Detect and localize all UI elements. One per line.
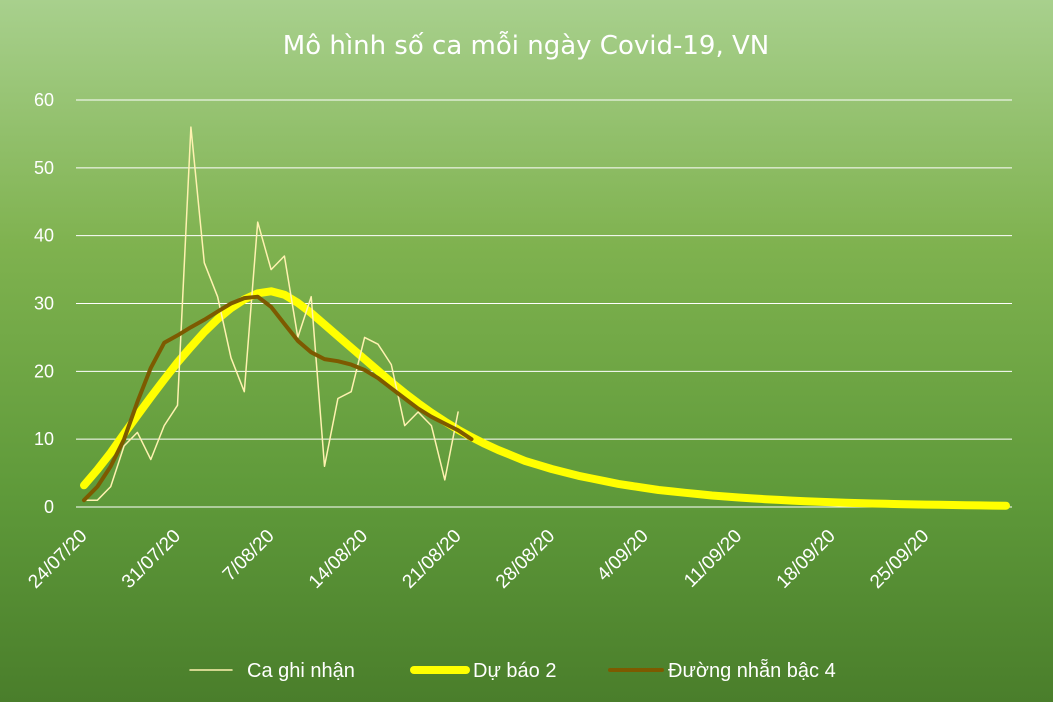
x-tick-label: 31/07/20 bbox=[118, 526, 185, 593]
y-tick-label: 30 bbox=[34, 294, 54, 314]
legend-label-2: Đường nhẵn bậc 4 bbox=[668, 659, 836, 682]
x-tick-label: 21/08/20 bbox=[399, 526, 466, 593]
x-tick-label: 4/09/20 bbox=[593, 526, 653, 586]
x-tick-label: 18/09/20 bbox=[773, 526, 840, 593]
series-line-2 bbox=[82, 294, 474, 503]
series-lines bbox=[80, 126, 1010, 510]
y-axis-ticks: 0 10 20 30 40 50 60 bbox=[34, 90, 54, 517]
legend: Ca ghi nhận Dự báo 2 Đường nhẵn bậc 4 bbox=[189, 659, 836, 682]
x-tick-label: 7/08/20 bbox=[219, 526, 279, 586]
x-axis-ticks: 24/07/20 31/07/20 7/08/20 14/08/20 21/08/20 2… bbox=[24, 526, 933, 593]
x-tick-label: 24/07/20 bbox=[24, 526, 91, 593]
y-tick-label: 60 bbox=[34, 90, 54, 110]
x-tick-label: 25/09/20 bbox=[866, 526, 933, 593]
legend-label-0: Ca ghi nhận bbox=[247, 660, 355, 682]
y-tick-label: 0 bbox=[44, 497, 54, 517]
y-tick-label: 10 bbox=[34, 429, 54, 449]
x-tick-label: 11/09/20 bbox=[680, 526, 746, 592]
chart-title: Mô hình số ca mỗi ngày Covid-19, VN bbox=[283, 30, 769, 61]
x-tick-label: 28/08/20 bbox=[492, 526, 559, 593]
series-line-1 bbox=[80, 287, 1010, 510]
series-line-0 bbox=[83, 126, 459, 501]
y-tick-label: 20 bbox=[34, 361, 54, 381]
x-tick-label: 14/08/20 bbox=[305, 526, 372, 593]
y-tick-label: 40 bbox=[34, 226, 54, 246]
gridlines bbox=[76, 99, 1012, 508]
y-tick-label: 50 bbox=[34, 158, 54, 178]
legend-label-1: Dự báo 2 bbox=[473, 660, 556, 682]
